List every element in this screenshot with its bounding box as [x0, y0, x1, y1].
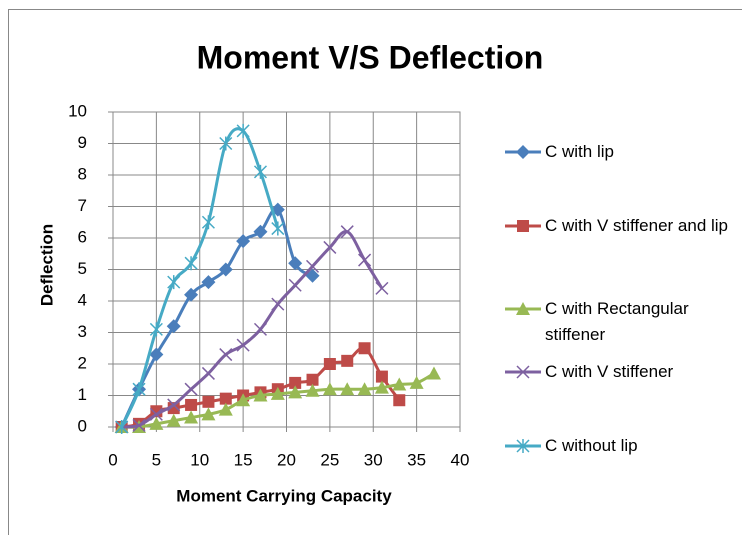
x-tick-label: 10	[190, 450, 209, 469]
marker	[167, 402, 180, 415]
x-tick-label: 35	[407, 450, 426, 469]
marker	[185, 398, 198, 411]
legend-label: C with V stiffener	[545, 362, 674, 381]
legend-label: C with Rectangular stiffener	[545, 299, 689, 344]
marker	[253, 388, 268, 402]
legend-label: C without lip	[545, 436, 638, 455]
marker	[201, 275, 216, 290]
y-tick-label: 7	[78, 196, 87, 215]
marker	[341, 354, 354, 367]
marker	[236, 338, 250, 352]
marker	[149, 347, 164, 362]
series-line	[121, 230, 384, 429]
marker	[149, 416, 164, 430]
y-tick-label: 3	[78, 322, 87, 341]
legend-marker	[516, 145, 530, 159]
legend-label: C with V stiffener and lip	[545, 216, 728, 235]
x-tick-label: 20	[277, 450, 296, 469]
marker	[374, 380, 389, 394]
y-tick-label: 10	[68, 101, 87, 120]
marker	[219, 348, 233, 362]
marker	[166, 413, 181, 427]
marker	[166, 319, 181, 334]
marker	[253, 224, 268, 239]
y-tick-label: 8	[78, 164, 87, 183]
marker	[340, 225, 354, 239]
marker	[219, 136, 233, 151]
y-tick-label: 4	[78, 290, 87, 309]
series-line	[120, 127, 280, 428]
x-tick-label: 5	[152, 450, 161, 469]
marker	[323, 358, 336, 370]
x-tick-label: 15	[234, 450, 253, 469]
marker	[323, 240, 337, 254]
y-tick-label: 5	[78, 259, 87, 278]
legend-marker	[516, 439, 530, 453]
marker	[218, 262, 233, 277]
x-tick-label: 25	[320, 450, 339, 469]
marker	[426, 366, 441, 380]
marker	[305, 383, 320, 397]
marker	[184, 410, 199, 424]
marker	[167, 275, 181, 290]
marker	[149, 407, 163, 421]
marker	[219, 392, 232, 405]
y-axis-label: Deflection	[37, 224, 56, 306]
marker	[375, 281, 389, 295]
marker	[270, 386, 285, 400]
marker	[184, 256, 198, 271]
marker	[236, 234, 251, 249]
marker	[271, 221, 285, 236]
marker	[288, 385, 303, 399]
y-tick-label: 1	[78, 385, 87, 404]
legend-label: C with lip	[545, 142, 614, 161]
y-tick-label: 2	[78, 353, 87, 372]
marker	[375, 370, 388, 383]
marker	[253, 164, 268, 179]
marker	[357, 382, 372, 396]
marker	[236, 123, 250, 138]
marker	[358, 342, 371, 355]
marker	[132, 382, 146, 397]
marker	[202, 395, 215, 408]
chart-title: Moment V/S Deflection	[197, 39, 544, 75]
marker	[271, 297, 285, 311]
marker	[201, 366, 215, 380]
y-tick-label: 9	[78, 133, 87, 152]
marker	[184, 382, 198, 396]
marker	[392, 377, 407, 391]
marker	[115, 420, 129, 434]
x-tick-label: 40	[451, 450, 470, 469]
y-tick-label: 6	[78, 227, 87, 246]
legend-marker	[516, 365, 530, 379]
marker	[393, 394, 406, 407]
chart-border	[8, 9, 742, 535]
marker	[218, 402, 233, 416]
marker	[149, 322, 163, 337]
marker	[201, 407, 216, 421]
marker	[288, 256, 303, 271]
marker	[409, 375, 424, 389]
marker	[184, 287, 199, 302]
y-tick-label: 0	[78, 416, 87, 435]
x-axis-label: Moment Carrying Capacity	[176, 486, 392, 505]
marker	[201, 215, 215, 230]
marker	[288, 278, 302, 292]
marker	[236, 393, 251, 407]
marker	[253, 322, 268, 336]
marker	[358, 253, 372, 267]
marker	[167, 398, 181, 412]
x-tick-label: 0	[108, 450, 117, 469]
marker	[132, 418, 146, 432]
marker	[289, 376, 302, 389]
marker	[306, 373, 319, 386]
marker	[322, 382, 337, 396]
legend-marker	[516, 302, 530, 315]
marker	[340, 382, 355, 396]
marker	[305, 259, 320, 273]
x-tick-label: 30	[364, 450, 383, 469]
legend-marker	[517, 220, 529, 232]
